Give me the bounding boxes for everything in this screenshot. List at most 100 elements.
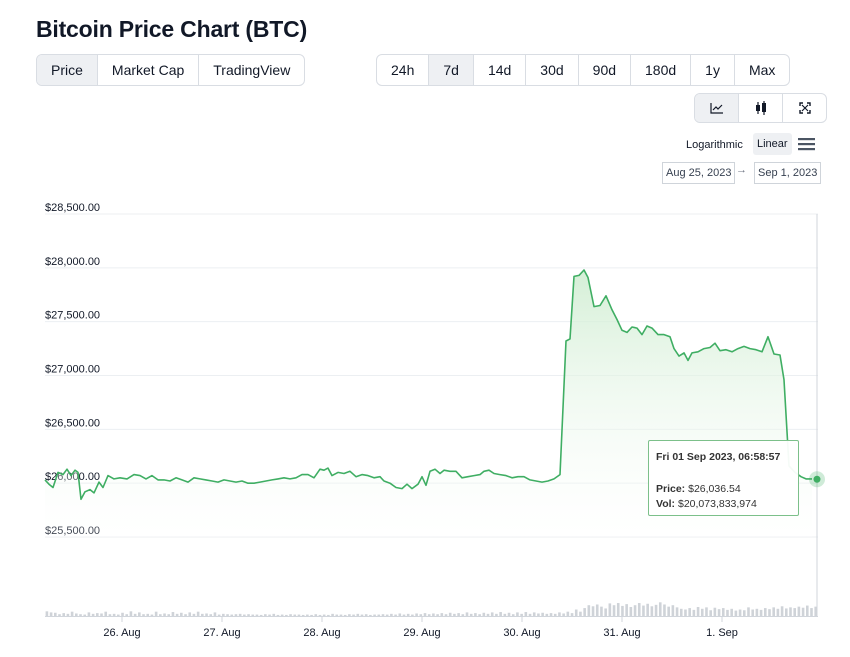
volume-bar: [301, 614, 305, 616]
tab-price[interactable]: Price: [37, 55, 97, 85]
range-7d[interactable]: 7d: [428, 55, 473, 85]
volume-bar: [629, 607, 633, 616]
volume-bar: [793, 608, 796, 616]
volume-bar: [91, 613, 95, 616]
volume-bar: [486, 613, 490, 616]
range-30d[interactable]: 30d: [525, 55, 577, 85]
volume-bar: [633, 605, 637, 616]
volume-bar: [574, 609, 578, 616]
candlestick-icon: [755, 101, 766, 115]
volume-bar: [759, 609, 763, 616]
volume-bar: [595, 604, 599, 616]
tab-market-cap[interactable]: Market Cap: [96, 55, 198, 85]
volume-bar: [377, 614, 381, 616]
volume-bar: [142, 614, 145, 616]
volume-bar: [650, 606, 654, 616]
volume-bar: [742, 610, 746, 616]
volume-bar: [272, 613, 276, 616]
x-tick-label: 31. Aug: [603, 627, 640, 639]
volume-bar: [612, 605, 616, 616]
volume-bar: [192, 613, 196, 616]
candlestick-button[interactable]: [738, 94, 782, 122]
volume-bar: [234, 614, 238, 616]
volume-bar: [545, 613, 549, 616]
range-90d[interactable]: 90d: [577, 55, 630, 85]
volume-bar: [58, 614, 61, 616]
volume-bar: [276, 614, 280, 616]
price-area: [45, 270, 812, 537]
volume-bar: [209, 614, 213, 616]
x-tick-label: 27. Aug: [203, 627, 240, 639]
scale-logarithmic[interactable]: Logarithmic: [686, 139, 743, 151]
volume-bar: [49, 612, 53, 616]
volume-bar: [356, 613, 360, 616]
volume-bar: [461, 614, 465, 616]
volume-bar: [87, 612, 91, 616]
tab-tradingview[interactable]: TradingView: [198, 55, 304, 85]
volume-bar: [331, 613, 334, 616]
tooltip-price: Price: $26,036.54: [656, 483, 741, 495]
volume-bar: [54, 612, 57, 616]
range-max[interactable]: Max: [733, 55, 789, 85]
volume-bar: [154, 611, 158, 616]
volume-bar: [180, 612, 183, 616]
volume-bar: [810, 608, 813, 616]
volume-bar: [709, 610, 712, 616]
volume-bar: [553, 613, 557, 616]
volume-bar: [217, 614, 221, 616]
volume-bar: [96, 613, 99, 616]
date-from-input[interactable]: Aug 25, 2023: [662, 162, 736, 184]
volume-bar: [579, 611, 582, 616]
volume-bar: [532, 612, 536, 616]
volume-bar: [423, 613, 427, 616]
volume-bar: [751, 609, 754, 616]
volume-bar: [570, 613, 574, 616]
range-14d[interactable]: 14d: [472, 55, 525, 85]
volume-bar: [247, 614, 250, 616]
volume-bar: [117, 614, 120, 616]
volume-bar: [448, 612, 452, 616]
volume-bar: [146, 613, 150, 616]
volume-bar: [721, 608, 725, 616]
volume-bar: [566, 611, 570, 616]
volume-bar: [432, 613, 435, 616]
volume-bar: [675, 607, 679, 616]
volume-bar: [797, 606, 801, 616]
range-tabs: 24h 7d 14d 30d 90d 180d 1y Max: [376, 54, 791, 86]
volume-bar: [621, 605, 624, 616]
volume-bar: [692, 609, 696, 616]
volume-bar: [196, 611, 200, 616]
range-180d[interactable]: 180d: [630, 55, 690, 85]
tooltip-volume: Vol: $20,073,833,974: [656, 498, 757, 510]
volume-bar: [175, 613, 179, 616]
volume-bar: [772, 607, 775, 616]
volume-bar: [444, 614, 448, 616]
fullscreen-button[interactable]: [782, 94, 826, 122]
volume-bar: [679, 608, 683, 616]
range-24h[interactable]: 24h: [391, 62, 415, 78]
volume-bar: [411, 614, 414, 616]
volume-bar: [75, 613, 78, 616]
volume-bar: [167, 614, 171, 616]
chart-type-toggle: [694, 93, 827, 123]
line-chart-button[interactable]: [695, 94, 738, 122]
fullscreen-icon: [798, 102, 811, 114]
volume-bar: [562, 613, 565, 616]
scale-linear[interactable]: Linear: [753, 133, 792, 155]
volume-bar: [66, 613, 70, 616]
volume-bar: [654, 604, 658, 616]
volume-bar: [738, 609, 742, 616]
volume-bar: [671, 605, 675, 616]
volume-bar: [537, 613, 540, 616]
date-range-arrow: →: [736, 164, 747, 176]
volume-bar: [507, 612, 511, 616]
volume-bar: [352, 614, 355, 616]
hamburger-menu-icon[interactable]: [798, 137, 815, 151]
volume-bar: [230, 614, 234, 616]
range-1y[interactable]: 1y: [690, 55, 734, 85]
x-tick-label: 29. Aug: [403, 627, 440, 639]
volume-bar: [780, 606, 784, 616]
volume-bar: [730, 608, 733, 616]
date-to-input[interactable]: Sep 1, 2023: [754, 162, 822, 184]
